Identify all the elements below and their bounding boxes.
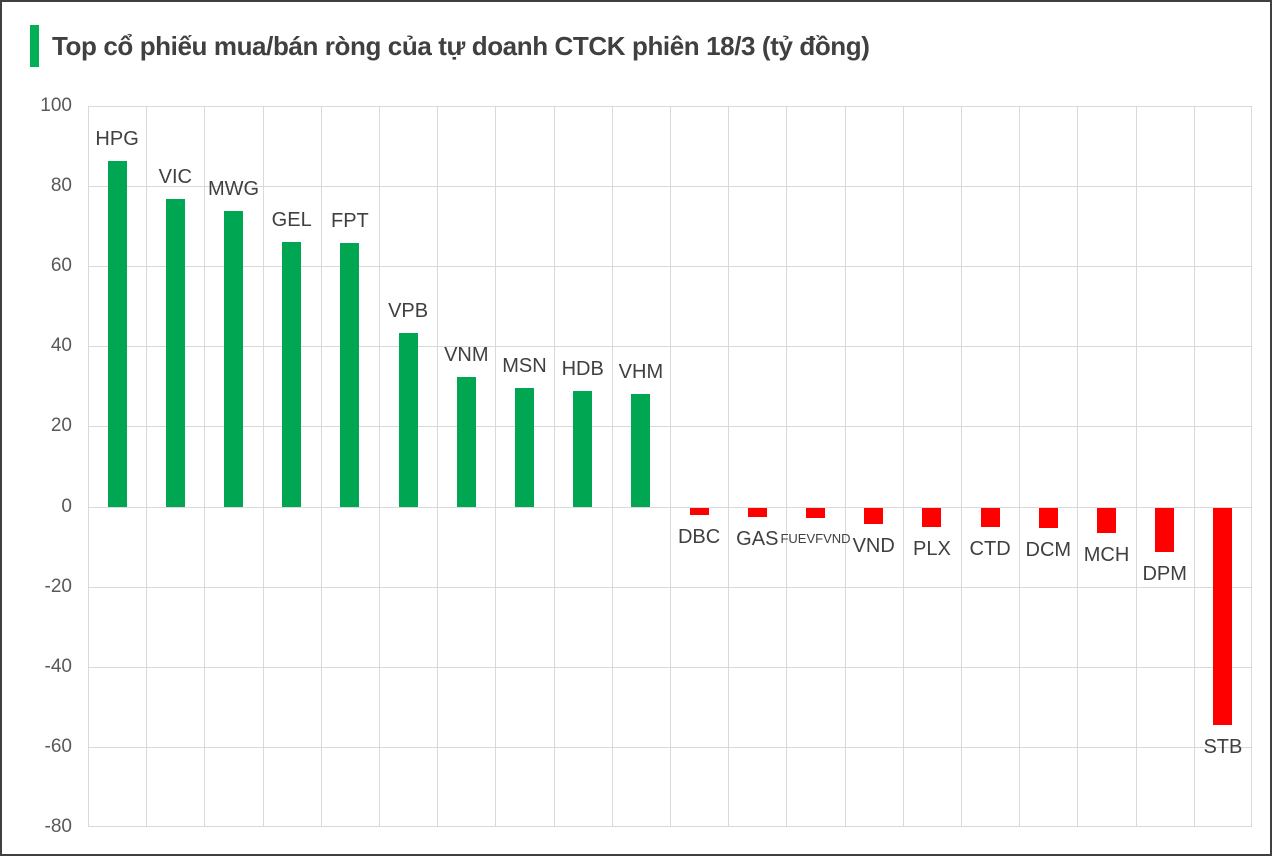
bar-label-dpm: DPM [1142, 562, 1187, 585]
gridline-vertical [146, 106, 147, 827]
chart-bar-hdb [573, 391, 593, 507]
bar-label-ctd: CTD [969, 538, 1011, 561]
chart-bar-gas [747, 507, 767, 517]
plot-area: HPG VIC MWG GEL FPT VPB VNM MSN HDB VHM DBC GAS FUEV… [88, 106, 1252, 827]
chart-bar-stb [1213, 507, 1233, 726]
bar-label-plx: PLX [912, 537, 951, 560]
gridline-vertical [554, 106, 555, 827]
y-tick-label: 20 [50, 415, 72, 437]
bar-label-vic: VIC [158, 165, 192, 188]
chart-bar-vnm [456, 377, 476, 507]
chart-bar-vic [165, 198, 185, 507]
gridline-vertical [786, 106, 787, 827]
chart-bar-dpm [1155, 507, 1175, 552]
bar-label-msn: MSN [502, 355, 547, 378]
chart-bar-gel [282, 242, 302, 507]
gridline-vertical [728, 106, 729, 827]
gridline-vertical [1019, 106, 1020, 827]
bar-label-vnd: VND [852, 534, 895, 557]
bar-label-gas: GAS [736, 527, 779, 550]
y-tick-label: 0 [61, 495, 72, 517]
chart-bar-mch [1097, 507, 1116, 534]
chart-bar-fuevfvnd [806, 507, 825, 518]
chart-bar-fpt [340, 242, 360, 507]
gridline-vertical [1077, 106, 1078, 827]
gridline-vertical [670, 106, 671, 827]
y-tick-label: -80 [44, 816, 72, 837]
bar-label-mch: MCH [1083, 544, 1130, 567]
y-tick-label: -40 [44, 655, 72, 677]
chart-bar-dbc [689, 507, 709, 515]
chart-bar-dcm [1038, 507, 1058, 529]
chart-bar-vnd [864, 507, 884, 524]
gridline-vertical [263, 106, 264, 827]
y-tick-label: 100 [40, 95, 72, 116]
gridline-vertical [1194, 106, 1195, 827]
chart-bar-hpg [107, 160, 127, 507]
y-tick-label: -20 [44, 575, 72, 597]
gridline-vertical [961, 106, 962, 827]
bar-label-mwg: MWG [207, 177, 260, 200]
gridline-vertical [88, 106, 89, 827]
bar-label-vhm: VHM [618, 360, 664, 383]
bar-label-dcm: DCM [1025, 539, 1072, 562]
chart-bar-plx [922, 507, 942, 527]
title-accent-bar [30, 25, 39, 67]
gridline-vertical [321, 106, 322, 827]
bar-label-hdb: HDB [561, 358, 604, 381]
bar-label-hpg: HPG [95, 127, 139, 150]
gridline-vertical [1251, 106, 1252, 827]
gridline-vertical [1136, 106, 1137, 827]
bar-label-vnm: VNM [444, 344, 489, 367]
chart-bar-vhm [631, 393, 651, 507]
title-row: Top cổ phiếu mua/bán ròng của tự doanh C… [30, 24, 870, 68]
chart-bar-msn [515, 388, 534, 507]
bar-label-fpt: FPT [331, 209, 369, 232]
chart-title: Top cổ phiếu mua/bán ròng của tự doanh C… [52, 30, 870, 61]
bar-label-dbc: DBC [677, 525, 721, 548]
gridline-vertical [612, 106, 613, 827]
y-tick-label: 60 [50, 255, 72, 277]
chart-bar-vpb [398, 332, 418, 507]
gridline-vertical [437, 106, 438, 827]
y-tick-label: 80 [50, 175, 72, 197]
bar-label-vpb: VPB [388, 299, 429, 322]
gridline-vertical [204, 106, 205, 827]
bar-label-stb: STB [1203, 736, 1243, 759]
gridline-vertical [845, 106, 846, 827]
y-tick-label: 40 [50, 335, 72, 357]
gridline-vertical [495, 106, 496, 827]
gridline-vertical [903, 106, 904, 827]
bar-label-gel: GEL [271, 209, 312, 232]
gridline-vertical [379, 106, 380, 827]
y-tick-label: -60 [44, 735, 72, 757]
bar-label-fuevfvnd: FUEVFVND [780, 530, 851, 546]
chart-bar-mwg [224, 210, 243, 507]
chart-bar-ctd [980, 507, 1000, 528]
